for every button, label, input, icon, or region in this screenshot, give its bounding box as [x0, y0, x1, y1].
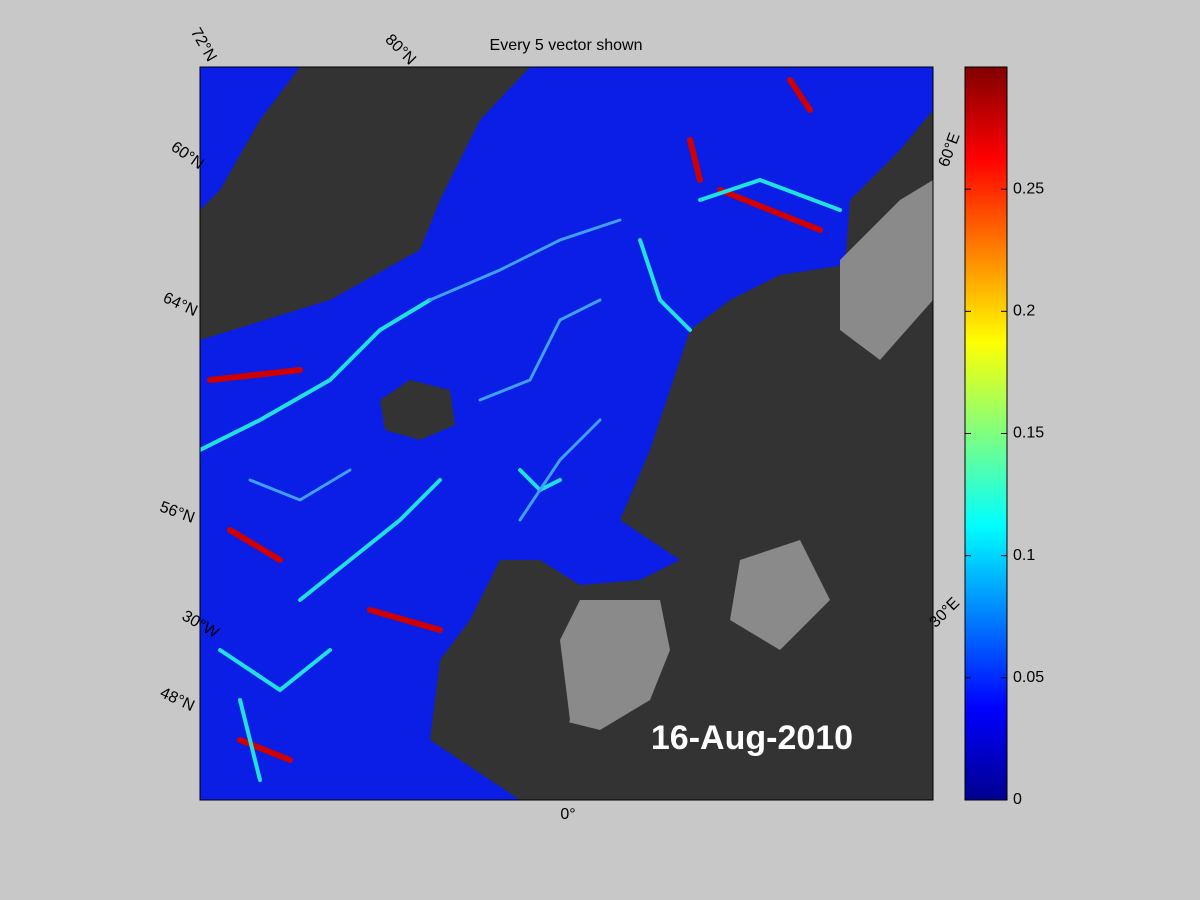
map-frame	[199, 66, 934, 801]
colorbar	[964, 66, 1008, 801]
map-title: Every 5 vector shown	[490, 37, 643, 54]
shelf-sea	[840, 180, 933, 360]
colorbar-tick-label: 0.25	[1013, 180, 1044, 197]
colorbar-tick-label: 0	[1013, 791, 1022, 808]
ocean	[200, 67, 300, 210]
colorbar-tick-label: 0.05	[1013, 669, 1044, 686]
graticule-label: 0°	[560, 806, 575, 823]
britain	[470, 590, 570, 790]
date-label: 16-Aug-2010	[651, 719, 853, 757]
colorbar-tick-label: 0.1	[1013, 547, 1035, 564]
shelf-sea	[730, 540, 830, 650]
map: 16-Aug-2010	[200, 67, 933, 800]
shelf-sea	[550, 600, 670, 730]
colorbar-tick-label: 0.15	[1013, 425, 1044, 442]
colorbar-tick-label: 0.2	[1013, 303, 1035, 320]
current-streaks	[200, 77, 842, 782]
colorbar-ticks: 0 0.05 0.1 0.15 0.2 0.25	[965, 180, 1044, 808]
iceland	[380, 380, 455, 440]
